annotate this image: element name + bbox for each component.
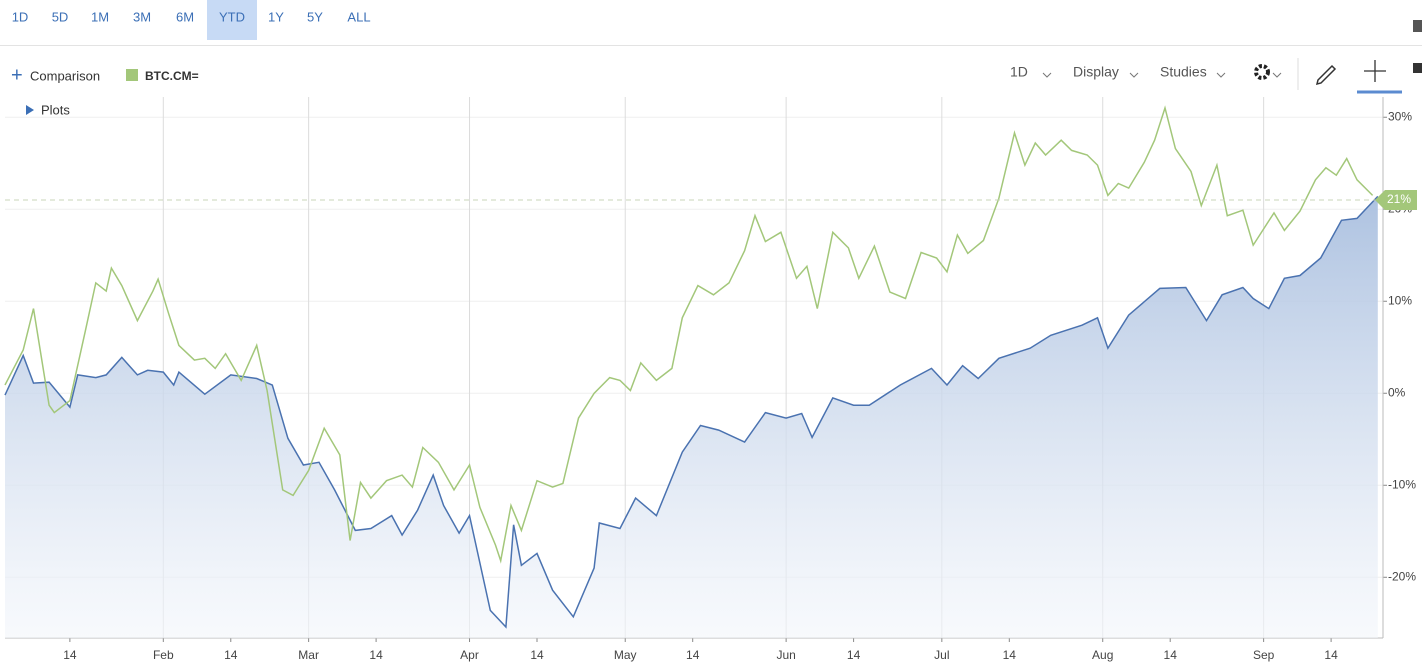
legend-entry[interactable]: BTC.CM= — [145, 69, 199, 83]
last-value-label: 21% — [1387, 192, 1411, 206]
y-tick-label: -20% — [1388, 569, 1416, 583]
range-button[interactable]: YTD — [219, 9, 245, 24]
corner-icon[interactable] — [1413, 20, 1422, 32]
y-tick-label: 10% — [1388, 293, 1412, 307]
comparison-button[interactable]: Comparison — [30, 68, 100, 83]
crosshair-icon[interactable] — [1364, 60, 1386, 82]
x-tick-label: May — [614, 648, 637, 662]
x-tick-label: 14 — [1324, 648, 1338, 662]
chevron — [1272, 72, 1282, 78]
x-tick-label: 14 — [530, 648, 544, 662]
display-menu[interactable]: Display — [1073, 64, 1119, 80]
y-tick-label: 0% — [1388, 385, 1406, 399]
range-bar: 1D 5D 1M 3M 6M YTD 1Y 5Y ALL — [12, 0, 371, 40]
chevron — [1129, 72, 1139, 78]
plus-icon[interactable]: + — [11, 64, 23, 86]
range-button[interactable]: 6M — [176, 9, 194, 24]
last-value-badge — [1375, 190, 1417, 211]
x-tick-label: Mar — [298, 648, 319, 662]
interval-menu[interactable]: 1D — [1010, 64, 1028, 80]
x-tick-label: Feb — [153, 648, 174, 662]
range-selected — [207, 0, 257, 40]
x-tick-label: Apr — [460, 648, 479, 662]
x-tick-label: 14 — [847, 648, 861, 662]
plot-area: -20%-10%0%10%20%30%14Feb14Mar14Apr14May1… — [4, 97, 1417, 662]
x-tick-label: 14 — [63, 648, 77, 662]
range-button[interactable]: ALL — [347, 9, 370, 24]
x-tick-label: Sep — [1253, 648, 1275, 662]
y-tick-label: -10% — [1388, 477, 1416, 491]
range-button[interactable]: 1Y — [268, 9, 284, 24]
x-tick-label: 14 — [224, 648, 238, 662]
plots-arrow[interactable] — [26, 105, 34, 115]
plots-toggle[interactable]: Plots — [41, 102, 70, 117]
range-button[interactable]: 1M — [91, 9, 109, 24]
x-tick-label: 14 — [1003, 648, 1017, 662]
x-tick-label: 14 — [686, 648, 700, 662]
range-button[interactable]: 1D — [12, 9, 29, 24]
x-tick-label: Aug — [1092, 648, 1113, 662]
x-tick-label: 14 — [1164, 648, 1178, 662]
x-tick-label: Jul — [934, 648, 949, 662]
series-line — [4, 195, 1379, 629]
chevron — [1042, 72, 1052, 78]
range-button[interactable]: 5Y — [307, 9, 323, 24]
range-button[interactable]: 3M — [133, 9, 151, 24]
draw-icon[interactable] — [1315, 64, 1337, 86]
area — [5, 196, 1378, 638]
range-button[interactable]: 5D — [52, 9, 69, 24]
legend-swatch — [126, 69, 138, 81]
panel-icon[interactable] — [1413, 63, 1422, 73]
studies-menu[interactable]: Studies — [1160, 64, 1207, 80]
settings-icon[interactable] — [1254, 64, 1270, 80]
x-tick-label: 14 — [369, 648, 383, 662]
series-line — [4, 105, 1374, 564]
y-tick-label: 30% — [1388, 109, 1412, 123]
chevron — [1216, 72, 1226, 78]
x-tick-label: Jun — [776, 648, 795, 662]
